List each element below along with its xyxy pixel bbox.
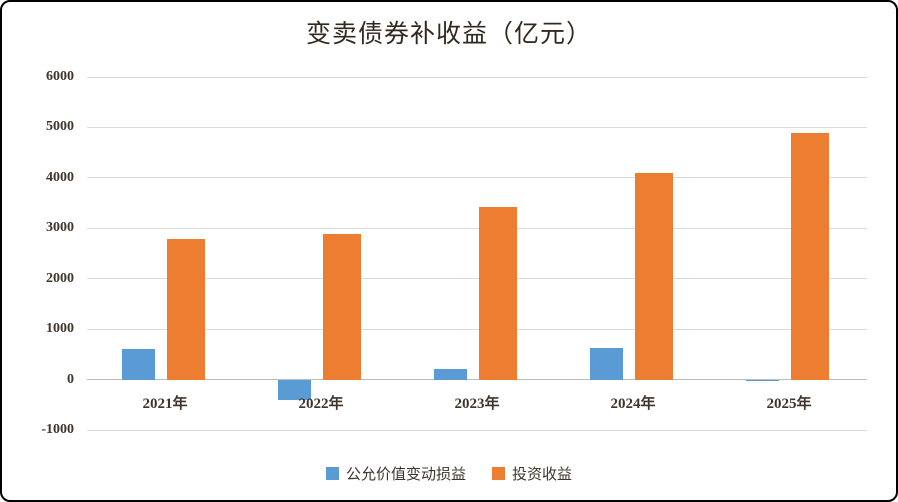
bar-fair-value-2023年 [434, 369, 467, 380]
y-tick-label: 4000 [46, 169, 74, 185]
legend-swatch-blue [325, 467, 339, 480]
y-tick-label: -1000 [41, 422, 74, 437]
plot-area: 2021年 2022年 2023年 2024年 2025年 [87, 76, 867, 431]
y-tick-label: 5000 [46, 119, 74, 135]
gridline [87, 379, 867, 381]
gridline [87, 227, 867, 229]
y-tick-label: 0 [67, 371, 74, 387]
y-axis-labels: 6000 5000 4000 3000 2000 1000 0 -1000 [2, 69, 74, 437]
legend-item-investment-income: 投资收益 [492, 463, 572, 484]
bar-investment-2023年 [479, 207, 517, 380]
x-category-label: 2022年 [298, 395, 344, 412]
legend-swatch-orange [492, 467, 505, 480]
bar-investment-2025年 [791, 133, 829, 380]
bar-investment-2024年 [635, 172, 673, 380]
x-category-label: 2025年 [766, 395, 812, 412]
x-category-label: 2024年 [610, 395, 656, 412]
bar-investment-2021年 [167, 239, 205, 380]
gridline [87, 429, 867, 431]
chart-title: 变卖债券补收益（亿元） [305, 21, 592, 48]
gridline [87, 177, 867, 179]
bar-fair-value-2021年 [122, 349, 155, 380]
y-tick-label: 3000 [46, 220, 74, 236]
gridline [87, 328, 867, 330]
bar-fair-value-2024年 [590, 348, 623, 380]
gridline [87, 278, 867, 280]
bar-fair-value-2025年 [746, 379, 779, 382]
x-category-label: 2021年 [142, 395, 188, 412]
bar-fair-value-2022年 [278, 379, 311, 400]
y-tick-label: 2000 [46, 270, 74, 286]
x-category-label: 2023年 [454, 395, 500, 412]
chart-legend: 公允价值变动损益 投资收益 [2, 463, 896, 484]
gridline [87, 126, 867, 128]
y-tick-label: 6000 [46, 69, 74, 84]
gridline [87, 76, 867, 78]
legend-label: 公允价值变动损益 [345, 467, 466, 483]
legend-item-fair-value: 公允价值变动损益 [325, 463, 466, 484]
y-tick-label: 1000 [46, 321, 74, 337]
bar-investment-2022年 [323, 234, 361, 380]
legend-label: 投资收益 [512, 467, 573, 483]
